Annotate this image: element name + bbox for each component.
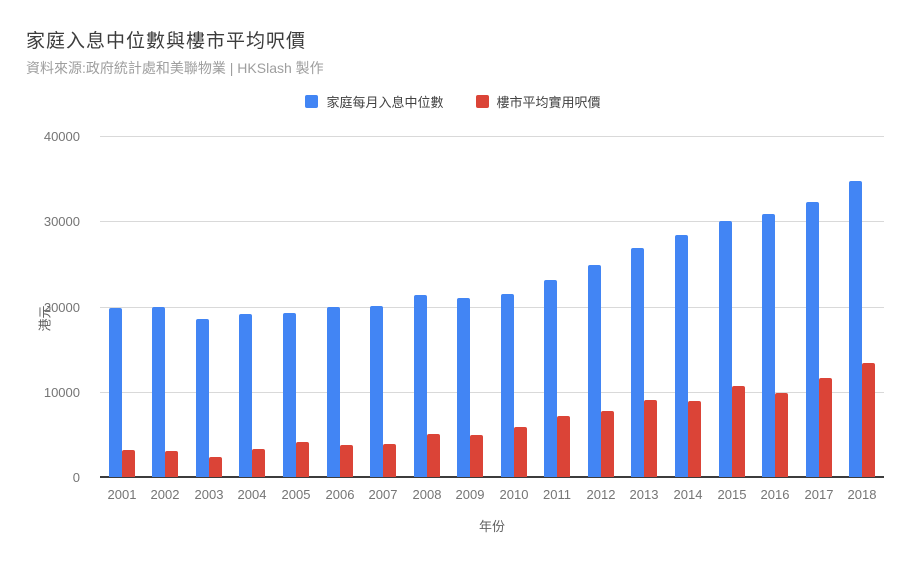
bar-price-2001[interactable] bbox=[122, 450, 135, 477]
bar-income-2018[interactable] bbox=[849, 181, 862, 477]
bar-price-2017[interactable] bbox=[819, 378, 832, 477]
bar-price-2011[interactable] bbox=[557, 416, 570, 477]
x-tick-label: 2001 bbox=[107, 487, 137, 502]
bar-income-2014[interactable] bbox=[675, 235, 688, 477]
bar-price-2009[interactable] bbox=[470, 435, 483, 477]
x-tick-label: 2005 bbox=[281, 487, 311, 502]
y-tick-label: 10000 bbox=[43, 384, 80, 400]
bar-income-2015[interactable] bbox=[719, 221, 732, 477]
bar-price-2010[interactable] bbox=[514, 427, 527, 477]
bar-price-2016[interactable] bbox=[775, 393, 788, 477]
bar-income-2007[interactable] bbox=[370, 306, 383, 477]
gridline bbox=[100, 136, 884, 137]
legend-swatch bbox=[305, 95, 319, 108]
bar-price-2008[interactable] bbox=[427, 434, 440, 477]
bar-price-2015[interactable] bbox=[732, 386, 745, 477]
bar-price-2007[interactable] bbox=[383, 444, 396, 477]
y-tick-label: 0 bbox=[72, 470, 80, 485]
gridline bbox=[100, 391, 884, 393]
bar-income-2004[interactable] bbox=[239, 314, 252, 477]
x-tick-label: 2014 bbox=[673, 487, 703, 502]
bar-income-2012[interactable] bbox=[588, 265, 601, 477]
x-tick-label: 2009 bbox=[455, 487, 485, 502]
legend-item-price[interactable]: 樓市平均實用呎價 bbox=[475, 92, 601, 111]
legend: 家庭每月入息中位數 樓市平均實用呎價 bbox=[0, 92, 906, 111]
bar-income-2017[interactable] bbox=[806, 202, 819, 477]
x-tick-label: 2004 bbox=[237, 487, 267, 502]
x-axis-line bbox=[100, 476, 884, 478]
chart-title: 家庭入息中位數與樓市平均呎價 bbox=[26, 31, 307, 52]
x-tick-label: 2011 bbox=[543, 487, 571, 502]
bar-income-2013[interactable] bbox=[631, 248, 644, 477]
x-tick-label: 2008 bbox=[412, 487, 442, 502]
plot-area bbox=[100, 136, 884, 478]
bar-price-2013[interactable] bbox=[644, 400, 657, 477]
y-tick-label: 30000 bbox=[43, 214, 80, 230]
legend-label: 家庭每月入息中位數 bbox=[326, 95, 444, 110]
bar-price-2004[interactable] bbox=[252, 449, 265, 477]
x-tick-label: 2013 bbox=[629, 487, 659, 502]
bar-income-2005[interactable] bbox=[283, 313, 296, 477]
bar-price-2018[interactable] bbox=[862, 363, 875, 477]
x-tick-label: 2003 bbox=[194, 487, 224, 502]
bar-income-2009[interactable] bbox=[457, 298, 470, 477]
bar-income-2008[interactable] bbox=[414, 295, 427, 477]
x-tick-label: 2018 bbox=[847, 487, 877, 502]
bar-price-2003[interactable] bbox=[209, 457, 222, 477]
x-axis-title: 年份 bbox=[478, 519, 505, 534]
bar-income-2016[interactable] bbox=[762, 214, 775, 477]
y-tick-label: 40000 bbox=[43, 129, 80, 144]
legend-label: 樓市平均實用呎價 bbox=[496, 95, 601, 110]
bar-price-2005[interactable] bbox=[296, 442, 309, 477]
bar-income-2003[interactable] bbox=[196, 319, 209, 477]
legend-swatch bbox=[475, 95, 489, 108]
x-tick-label: 2015 bbox=[717, 487, 747, 502]
chart-subtitle: 資料來源:政府統計處和美聯物業 | HKSlash 製作 bbox=[26, 60, 324, 76]
bar-income-2001[interactable] bbox=[109, 308, 122, 477]
x-tick-label: 2017 bbox=[804, 487, 834, 502]
gridline bbox=[100, 306, 884, 308]
bar-price-2002[interactable] bbox=[165, 451, 178, 477]
legend-item-income[interactable]: 家庭每月入息中位數 bbox=[305, 92, 444, 111]
x-tick-label: 2006 bbox=[325, 487, 355, 502]
bar-price-2012[interactable] bbox=[601, 411, 614, 477]
x-tick-label: 2012 bbox=[586, 487, 616, 502]
bar-price-2006[interactable] bbox=[340, 445, 353, 477]
y-axis-title: 港元 bbox=[37, 305, 53, 332]
bar-income-2006[interactable] bbox=[327, 307, 340, 477]
x-tick-label: 2010 bbox=[499, 487, 529, 502]
bar-income-2002[interactable] bbox=[152, 307, 165, 477]
y-tick-label: 20000 bbox=[43, 299, 80, 315]
bar-income-2011[interactable] bbox=[544, 280, 557, 477]
x-tick-label: 2007 bbox=[368, 487, 398, 502]
gridline bbox=[100, 221, 884, 223]
x-tick-label: 2002 bbox=[150, 487, 180, 502]
x-tick-label: 2016 bbox=[760, 487, 790, 502]
bar-income-2010[interactable] bbox=[501, 294, 514, 477]
bar-price-2014[interactable] bbox=[688, 401, 701, 477]
